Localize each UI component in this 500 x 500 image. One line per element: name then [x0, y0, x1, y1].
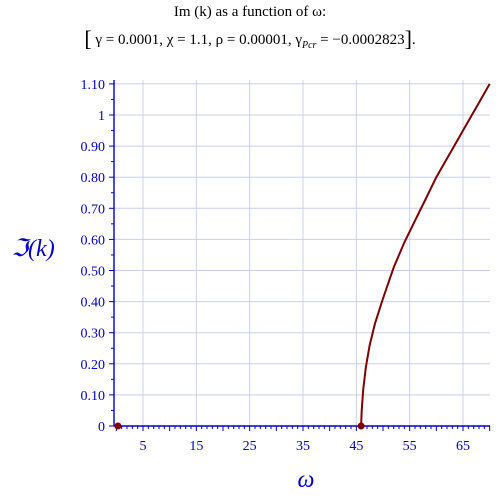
y-tick-label: 0.60	[81, 233, 106, 248]
y-tick-label: 1.10	[81, 78, 106, 93]
chart-title-line1: Im (k) as a function of ω:	[173, 4, 327, 20]
y-tick-label: 0.10	[81, 389, 106, 404]
y-tick-label: 0.90	[81, 140, 106, 155]
y-axis-label: ℑ(k)	[11, 236, 54, 262]
chart-title-params: [ γ = 0.0001, χ = 1.1, ρ = 0.00001, γPcr…	[0, 26, 500, 52]
param-rho: ρ = 0.00001,	[215, 32, 292, 48]
y-tick-label: 0.20	[81, 358, 106, 373]
y-tick-label: 0.80	[81, 171, 106, 186]
params-open-bracket: [	[84, 26, 92, 51]
ticks: 0 0.10 0.20 0.30 0.40 0.50 0.60 0.70 0.80 0.90 1 1.…	[81, 78, 491, 454]
x-tick-label: 25	[243, 439, 257, 454]
x-tick-label: 55	[403, 439, 417, 454]
param-gpcr-subscript: Pcr	[301, 40, 317, 51]
y-tick-label: 0.50	[81, 265, 106, 280]
params-close-bracket: ]	[404, 26, 412, 51]
y-tick-label: 0	[98, 420, 105, 435]
param-gamma: γ = 0.0001,	[95, 32, 163, 48]
x-tick-label: 15	[189, 439, 203, 454]
grid	[114, 80, 490, 426]
x-tick-label: 35	[296, 439, 310, 454]
x-axis-label: ω	[298, 467, 315, 493]
x-tick-label: 45	[349, 439, 363, 454]
x-tick-label: 5	[140, 439, 147, 454]
param-gpcr-symbol: γ	[295, 32, 302, 48]
data-point	[114, 422, 122, 430]
param-gpcr-value: = −0.0002823	[320, 32, 405, 48]
points-layer	[114, 422, 365, 430]
param-chi: χ = 1.1,	[166, 32, 212, 48]
series-layer	[360, 83, 491, 427]
series-line	[360, 83, 491, 427]
y-tick-label: 0.30	[81, 327, 106, 342]
y-tick-label: 1	[98, 109, 105, 124]
axes	[113, 80, 490, 427]
params-period: .	[411, 32, 416, 48]
data-point	[357, 422, 365, 430]
y-tick-label: 0.70	[81, 202, 106, 217]
y-tick-label: 0.40	[81, 296, 106, 311]
x-tick-label: 65	[456, 439, 470, 454]
